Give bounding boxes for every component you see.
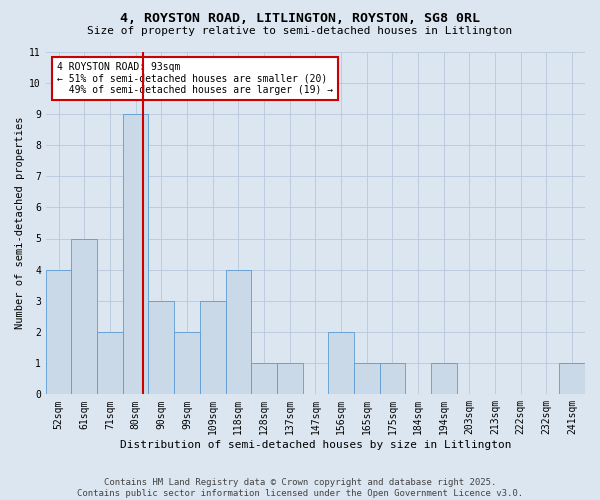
Text: Contains HM Land Registry data © Crown copyright and database right 2025.
Contai: Contains HM Land Registry data © Crown c… xyxy=(77,478,523,498)
Bar xyxy=(123,114,148,394)
Bar xyxy=(71,238,97,394)
Bar xyxy=(174,332,200,394)
Bar xyxy=(148,301,174,394)
Y-axis label: Number of semi-detached properties: Number of semi-detached properties xyxy=(15,116,25,329)
Bar xyxy=(354,363,380,394)
Bar xyxy=(200,301,226,394)
X-axis label: Distribution of semi-detached houses by size in Litlington: Distribution of semi-detached houses by … xyxy=(119,440,511,450)
Text: 4, ROYSTON ROAD, LITLINGTON, ROYSTON, SG8 0RL: 4, ROYSTON ROAD, LITLINGTON, ROYSTON, SG… xyxy=(120,12,480,26)
Bar xyxy=(226,270,251,394)
Text: 4 ROYSTON ROAD: 93sqm
← 51% of semi-detached houses are smaller (20)
  49% of se: 4 ROYSTON ROAD: 93sqm ← 51% of semi-deta… xyxy=(56,62,332,95)
Bar xyxy=(277,363,302,394)
Text: Size of property relative to semi-detached houses in Litlington: Size of property relative to semi-detach… xyxy=(88,26,512,36)
Bar xyxy=(46,270,71,394)
Bar xyxy=(431,363,457,394)
Bar xyxy=(251,363,277,394)
Bar xyxy=(380,363,405,394)
Bar xyxy=(559,363,585,394)
Bar xyxy=(97,332,123,394)
Bar xyxy=(328,332,354,394)
